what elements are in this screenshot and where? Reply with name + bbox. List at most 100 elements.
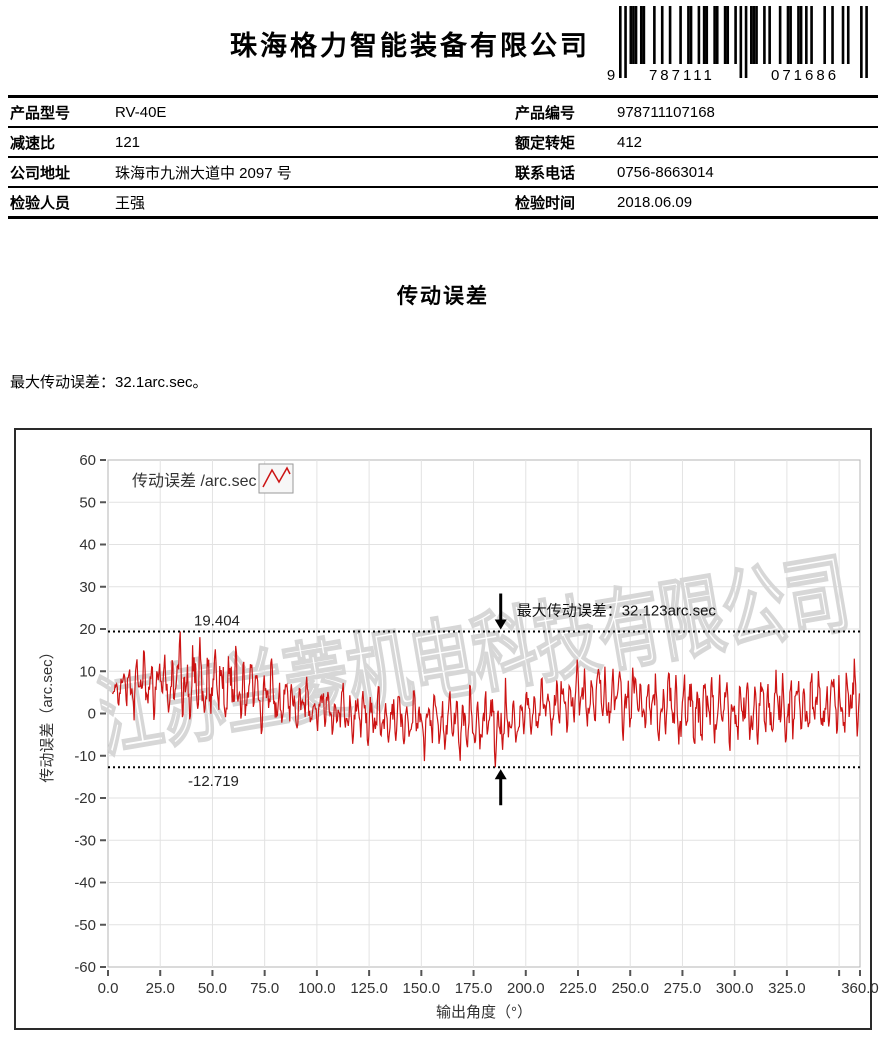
barcode-bar [697, 6, 701, 64]
barcode-bar [629, 6, 633, 64]
y-tick-label: -40 [74, 875, 96, 892]
y-tick-label: -10 [74, 748, 96, 765]
barcode-bar [841, 6, 845, 64]
field-label: 产品编号 [513, 96, 607, 128]
y-tick-label: -30 [74, 832, 96, 849]
y-tick-label: -60 [74, 959, 96, 976]
legend-label: 传动误差 /arc.sec [132, 472, 256, 490]
barcode-bar [679, 6, 682, 64]
table-row: 减速比 121 额定转矩 412 [8, 127, 878, 158]
y-tick-label: 20 [79, 621, 96, 638]
barcode-bar [750, 6, 753, 64]
product-info-table: 产品型号 RV-40E 产品编号 978711107168 减速比 121 额定转矩 412 公… [8, 95, 878, 219]
error-waveform [112, 631, 860, 768]
chart-canvas: 60 50 40 30 20 10 0 -10 -20 -30 -40 -50 -600.0 25.0 50… [39, 452, 879, 1021]
table-row: 公司地址 珠海市九洲大道中 2097 号联系电话 0756-8663014 [8, 157, 878, 188]
x-tick-label: 150.0 [403, 980, 441, 997]
barcode-bar [634, 6, 638, 64]
barcode-bar [624, 6, 627, 78]
max-error-annotation: 最大传动误差：32.123arc.sec [517, 603, 717, 620]
table-row: 产品型号 RV-40E 产品编号 978711107168 [8, 96, 878, 128]
barcode-bar [660, 6, 664, 64]
barcode: 9 787111 071686 [603, 4, 883, 88]
barcode-bar [768, 6, 771, 64]
barcode-bar [705, 6, 709, 64]
field-label: 联系电话 [513, 157, 607, 188]
field-value: 412 [607, 127, 878, 158]
barcode-image: 9 787111 071686 [607, 6, 868, 84]
barcode-bar [831, 6, 834, 64]
field-value: 0756-8663014 [607, 157, 878, 188]
y-tick-label: 40 [79, 537, 96, 554]
x-tick-label: 175.0 [455, 980, 493, 997]
barcode-bar [734, 6, 737, 64]
barcode-group2: 071686 [771, 67, 839, 84]
page-title: 传动误差 [397, 285, 489, 308]
field-value: 121 [105, 127, 513, 158]
barcode-bar [823, 6, 826, 64]
barcode-bar [865, 6, 868, 78]
barcode-bar [789, 6, 792, 64]
barcode-bar [797, 6, 800, 64]
barcode-bar [723, 6, 727, 64]
barcode-bar [846, 6, 850, 64]
y-tick-label: 50 [79, 494, 96, 511]
barcode-bar [778, 6, 782, 64]
barcode-bar [755, 6, 758, 64]
x-tick-label: 125.0 [350, 980, 388, 997]
y-tick-label: 10 [79, 663, 96, 680]
company-name: 珠海格力智能装备有限公司 [230, 31, 590, 61]
y-tick-label: 0 [88, 706, 96, 723]
x-tick-label: 300.0 [716, 980, 754, 997]
field-label: 公司地址 [8, 157, 105, 188]
x-axis-title: 输出角度（°） [436, 1004, 532, 1021]
field-label: 检验时间 [513, 187, 607, 219]
barcode-bar [799, 6, 803, 64]
y-axis-title: 传动误差（arc.sec） [39, 644, 56, 782]
y-tick-label: -50 [74, 917, 96, 934]
barcode-bar [713, 6, 716, 64]
barcode-bar [632, 6, 635, 64]
y-tick-label: 60 [79, 452, 96, 469]
barcode-bar [653, 6, 656, 64]
field-label: 减速比 [8, 127, 105, 158]
x-tick-label: 75.0 [250, 980, 279, 997]
x-tick-label: 0.0 [98, 980, 119, 997]
x-tick-label: 250.0 [611, 980, 649, 997]
field-label: 产品型号 [8, 96, 105, 128]
field-value: 珠海市九洲大道中 2097 号 [105, 157, 513, 188]
barcode-bar [805, 6, 808, 64]
x-tick-label: 100.0 [298, 980, 336, 997]
field-label: 额定转矩 [513, 127, 607, 158]
up-arrow-icon [494, 769, 507, 780]
barcode-bar [689, 6, 693, 64]
table-row: 检验人员 王强 检验时间 2018.06.09 [8, 187, 878, 219]
min-line-label: -12.719 [188, 773, 239, 790]
x-tick-label: 275.0 [664, 980, 702, 997]
x-tick-label: 200.0 [507, 980, 545, 997]
barcode-bar [752, 6, 756, 64]
field-label: 检验人员 [8, 187, 105, 219]
barcode-bar [860, 6, 863, 78]
barcode-bar [810, 6, 813, 64]
barcode-lead-digit: 9 [607, 67, 615, 84]
barcode-group1: 787111 [649, 67, 715, 84]
y-tick-label: -20 [74, 790, 96, 807]
x-tick-label: 50.0 [198, 980, 227, 997]
field-value: RV-40E [105, 96, 513, 128]
x-tick-label: 325.0 [768, 980, 806, 997]
barcode-bar [687, 6, 690, 64]
barcode-bar [639, 6, 643, 64]
barcode-bar [786, 6, 790, 64]
barcode-bar [744, 6, 748, 78]
barcode-bar [642, 6, 646, 64]
field-value: 978711107168 [607, 96, 878, 128]
barcode-bar [739, 6, 743, 78]
barcode-bar [726, 6, 730, 64]
transmission-error-chart: 60 50 40 30 20 10 0 -10 -20 -30 -40 -50 -60 0.0 25.0 50… [14, 428, 879, 1030]
x-tick-label: 225.0 [559, 980, 597, 997]
x-tick-label: 25.0 [146, 980, 175, 997]
barcode-bar [668, 6, 672, 64]
field-value: 2018.06.09 [607, 187, 878, 219]
